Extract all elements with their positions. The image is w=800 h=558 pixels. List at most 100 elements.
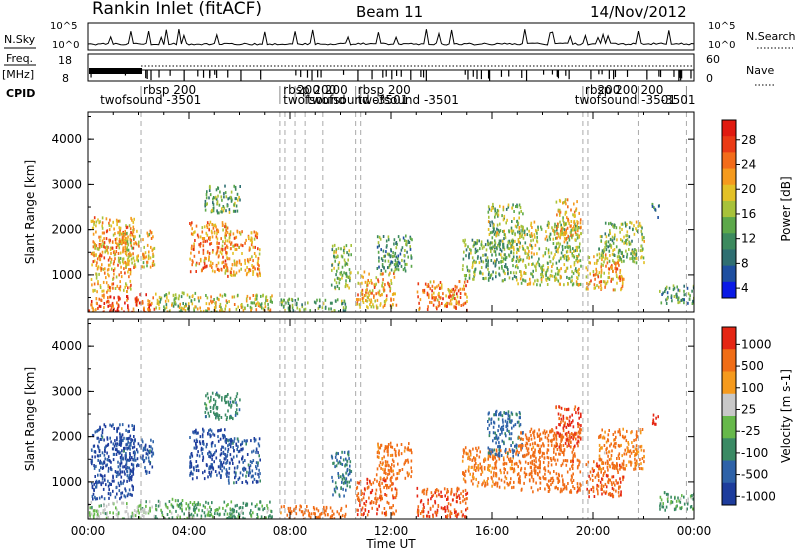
echo-cell <box>238 196 240 199</box>
echo-cell <box>576 207 578 210</box>
echo-cell <box>495 250 497 253</box>
echo-cell <box>342 488 344 491</box>
echo-cell <box>212 235 214 238</box>
echo-cell <box>95 231 97 234</box>
echo-cell <box>513 425 515 428</box>
echo-cell <box>357 271 359 274</box>
echo-cell <box>383 486 385 489</box>
echo-cell <box>509 437 511 440</box>
echo-cell <box>678 297 680 300</box>
echo-cell <box>95 451 97 454</box>
echo-cell <box>108 488 110 491</box>
echo-cell <box>165 300 167 303</box>
echo-cell <box>382 511 384 514</box>
echo-cell <box>493 223 495 226</box>
echo-cell <box>436 495 438 498</box>
echo-cell <box>202 226 204 229</box>
echo-cell <box>575 267 577 270</box>
echo-cell <box>567 255 569 258</box>
echo-cell <box>405 270 407 273</box>
echo-cell <box>641 227 643 230</box>
echo-cell <box>515 423 517 426</box>
echo-cell <box>208 196 210 199</box>
echo-cell <box>602 256 604 259</box>
echo-cell <box>242 481 244 484</box>
echo-cell <box>207 296 209 299</box>
echo-cell <box>236 308 238 311</box>
echo-cell <box>529 234 531 237</box>
echo-cell <box>374 478 376 481</box>
echo-cell <box>189 465 191 468</box>
echo-cell <box>203 240 205 243</box>
echo-cell <box>233 481 235 484</box>
echo-cell <box>366 500 368 503</box>
echo-cell <box>292 304 294 307</box>
echo-cell <box>101 495 103 498</box>
echo-cell <box>212 515 214 518</box>
echo-cell <box>628 248 630 251</box>
echo-cell <box>476 466 478 469</box>
echo-cell <box>222 224 224 227</box>
echo-cell <box>567 283 569 286</box>
echo-cell <box>125 495 127 498</box>
echo-cell <box>462 460 464 463</box>
echo-cell <box>495 441 497 444</box>
echo-cell <box>102 221 104 224</box>
echo-cell <box>137 457 139 460</box>
echo-cell <box>233 509 235 512</box>
echo-cell <box>499 267 501 270</box>
echo-cell <box>241 230 243 233</box>
echo-cell <box>131 247 133 250</box>
echo-cell <box>104 256 106 259</box>
echo-cell <box>389 506 391 509</box>
echo-cell <box>118 273 120 276</box>
echo-cell <box>391 282 393 285</box>
echo-cell <box>551 270 553 273</box>
echo-cell <box>230 440 232 443</box>
echo-cell <box>223 452 225 455</box>
echo-cell <box>229 240 231 243</box>
echo-cell <box>249 297 251 300</box>
echo-cell <box>131 478 133 481</box>
echo-cell <box>225 272 227 275</box>
echo-cell <box>204 237 206 240</box>
echo-cell <box>137 506 139 509</box>
echo-cell <box>616 238 618 241</box>
echo-cell <box>596 284 598 287</box>
echo-cell <box>128 243 130 246</box>
echo-cell <box>486 480 488 483</box>
echo-cell <box>102 451 104 454</box>
echo-cell <box>408 442 410 445</box>
echo-cell <box>409 241 411 244</box>
echo-cell <box>435 489 437 492</box>
echo-cell <box>372 289 374 292</box>
echo-cell <box>158 500 160 503</box>
echo-cell <box>209 252 211 255</box>
echo-cell <box>106 245 108 248</box>
echo-cell <box>116 436 118 439</box>
echo-cell <box>104 423 106 426</box>
echo-cell <box>384 493 386 496</box>
echo-cell <box>158 300 160 303</box>
echo-cell <box>445 294 447 297</box>
echo-cell <box>126 502 128 505</box>
echo-cell <box>463 448 465 451</box>
echo-cell <box>152 235 154 238</box>
echo-cell <box>551 459 553 462</box>
echo-cell <box>108 274 110 277</box>
echo-cell <box>388 486 390 489</box>
echo-cell <box>237 392 239 395</box>
echo-cell <box>227 275 229 278</box>
echo-cell <box>610 238 612 241</box>
echo-cell <box>220 251 222 254</box>
echo-cell <box>470 450 472 453</box>
echo-cell <box>462 471 464 474</box>
echo-cell <box>229 443 231 446</box>
echo-cell <box>105 276 107 279</box>
echo-cell <box>547 277 549 280</box>
echo-cell <box>600 235 602 238</box>
freq-label-top: Freq. <box>6 52 33 65</box>
echo-cell <box>92 495 94 498</box>
echo-cell <box>440 297 442 300</box>
echo-cell <box>204 263 206 266</box>
